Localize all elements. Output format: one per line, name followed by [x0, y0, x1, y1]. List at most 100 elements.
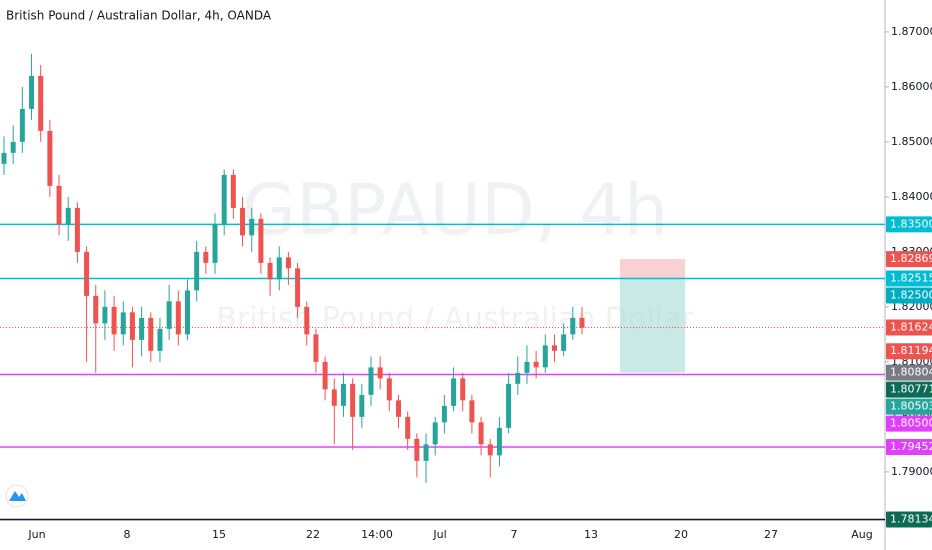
candle-body	[267, 262, 273, 280]
candle-body	[285, 257, 291, 269]
candle-body	[29, 75, 35, 109]
x-tick-label: 15	[212, 528, 226, 541]
price-badge	[886, 287, 932, 304]
price-badge-label: 1.82515	[890, 272, 932, 285]
candle-body	[506, 383, 512, 428]
candle-body	[84, 251, 90, 296]
x-tick-label: Aug	[851, 528, 872, 541]
candle-body	[111, 306, 117, 335]
candle-body	[350, 383, 356, 417]
candle-body	[340, 383, 346, 406]
candle-body	[570, 317, 576, 335]
y-tick-label: 1.85000	[891, 135, 932, 148]
price-badge	[886, 381, 932, 398]
candle-body	[258, 218, 264, 263]
candle-body	[139, 317, 145, 340]
candle-body	[1, 152, 7, 164]
price-badge	[886, 438, 932, 455]
price-badge	[886, 251, 932, 268]
price-badge-label: 1.81624	[890, 321, 932, 334]
candle-body	[102, 306, 108, 324]
price-badge-label: 1.82500	[890, 289, 932, 302]
watermark: GBPAUD, 4h	[242, 169, 668, 251]
stop-zone	[620, 259, 685, 279]
candle-body	[230, 174, 236, 208]
price-badge-label: 1.80500	[890, 417, 932, 430]
candle-body	[331, 389, 337, 406]
price-badge	[886, 511, 932, 528]
candle-body	[478, 422, 484, 445]
price-badge-label: 1.80771	[890, 383, 932, 396]
price-badge	[886, 364, 932, 381]
candle-body	[175, 301, 181, 335]
candle-body	[414, 438, 420, 461]
candle-body	[148, 317, 154, 351]
price-badge	[886, 319, 932, 336]
candle-body	[368, 367, 374, 395]
candle-body	[451, 378, 457, 406]
candle-body	[359, 394, 365, 417]
candle-body	[19, 108, 25, 142]
candle-body	[533, 361, 539, 368]
candle-body	[221, 174, 227, 225]
x-tick-label: 20	[674, 528, 688, 541]
price-badge-label: 1.83500	[890, 217, 932, 230]
price-badge-label: 1.79452	[890, 440, 932, 453]
price-badge-label: 1.82869	[890, 252, 932, 265]
candle-body	[496, 427, 502, 456]
x-tick-label: 8	[124, 528, 131, 541]
candle-body	[322, 361, 328, 390]
y-tick-label: 1.87000	[891, 25, 932, 38]
x-tick-label: 7	[511, 528, 518, 541]
candle-body	[194, 251, 200, 291]
candle-body	[304, 306, 310, 335]
candle-body	[203, 251, 209, 263]
candle-body	[460, 378, 466, 401]
candle-body	[240, 207, 246, 236]
candle-body	[166, 301, 172, 329]
candle-body	[249, 218, 255, 236]
x-tick-label: 13	[584, 528, 598, 541]
candle-body	[386, 378, 392, 401]
price-badge-label: 1.80804	[890, 366, 932, 379]
candle-body	[515, 372, 521, 384]
chart-title: British Pound / Australian Dollar, 4h, O…	[6, 9, 272, 23]
candle-body	[74, 207, 80, 252]
candle-body	[396, 400, 402, 417]
x-tick-label: 14:00	[361, 528, 393, 541]
x-tick-label: 27	[764, 528, 778, 541]
candle-body	[524, 361, 530, 373]
price-badge	[886, 398, 932, 415]
candle-body	[377, 367, 383, 379]
candle-body	[561, 334, 567, 351]
x-tick-label: Jun	[27, 528, 45, 541]
x-tick-label: 22	[306, 528, 320, 541]
price-badge	[886, 270, 932, 287]
y-tick-label: 1.84000	[891, 190, 932, 203]
candle-body	[38, 75, 44, 131]
price-badge-label: 1.81194	[890, 344, 932, 357]
price-badge	[886, 415, 932, 432]
candle-body	[10, 141, 16, 153]
price-badge	[886, 216, 932, 233]
y-tick-label: 1.86000	[891, 80, 932, 93]
price-badge-label: 1.80503	[890, 400, 932, 413]
candle-body	[56, 185, 62, 225]
candle-body	[184, 290, 190, 335]
candle-body	[487, 444, 493, 456]
candle-body	[47, 130, 53, 186]
candle-body	[93, 295, 99, 324]
candle-body	[129, 312, 135, 340]
candle-body	[295, 268, 301, 307]
candle-body	[212, 224, 218, 263]
candle-body	[120, 312, 126, 335]
candle-body	[405, 416, 411, 439]
x-tick-label: Jul	[432, 528, 446, 541]
candle-body	[579, 317, 585, 328]
target-zone	[620, 278, 685, 373]
candle-body	[469, 400, 475, 423]
candle-body	[423, 444, 429, 461]
y-tick-label: 1.79000	[891, 465, 932, 478]
